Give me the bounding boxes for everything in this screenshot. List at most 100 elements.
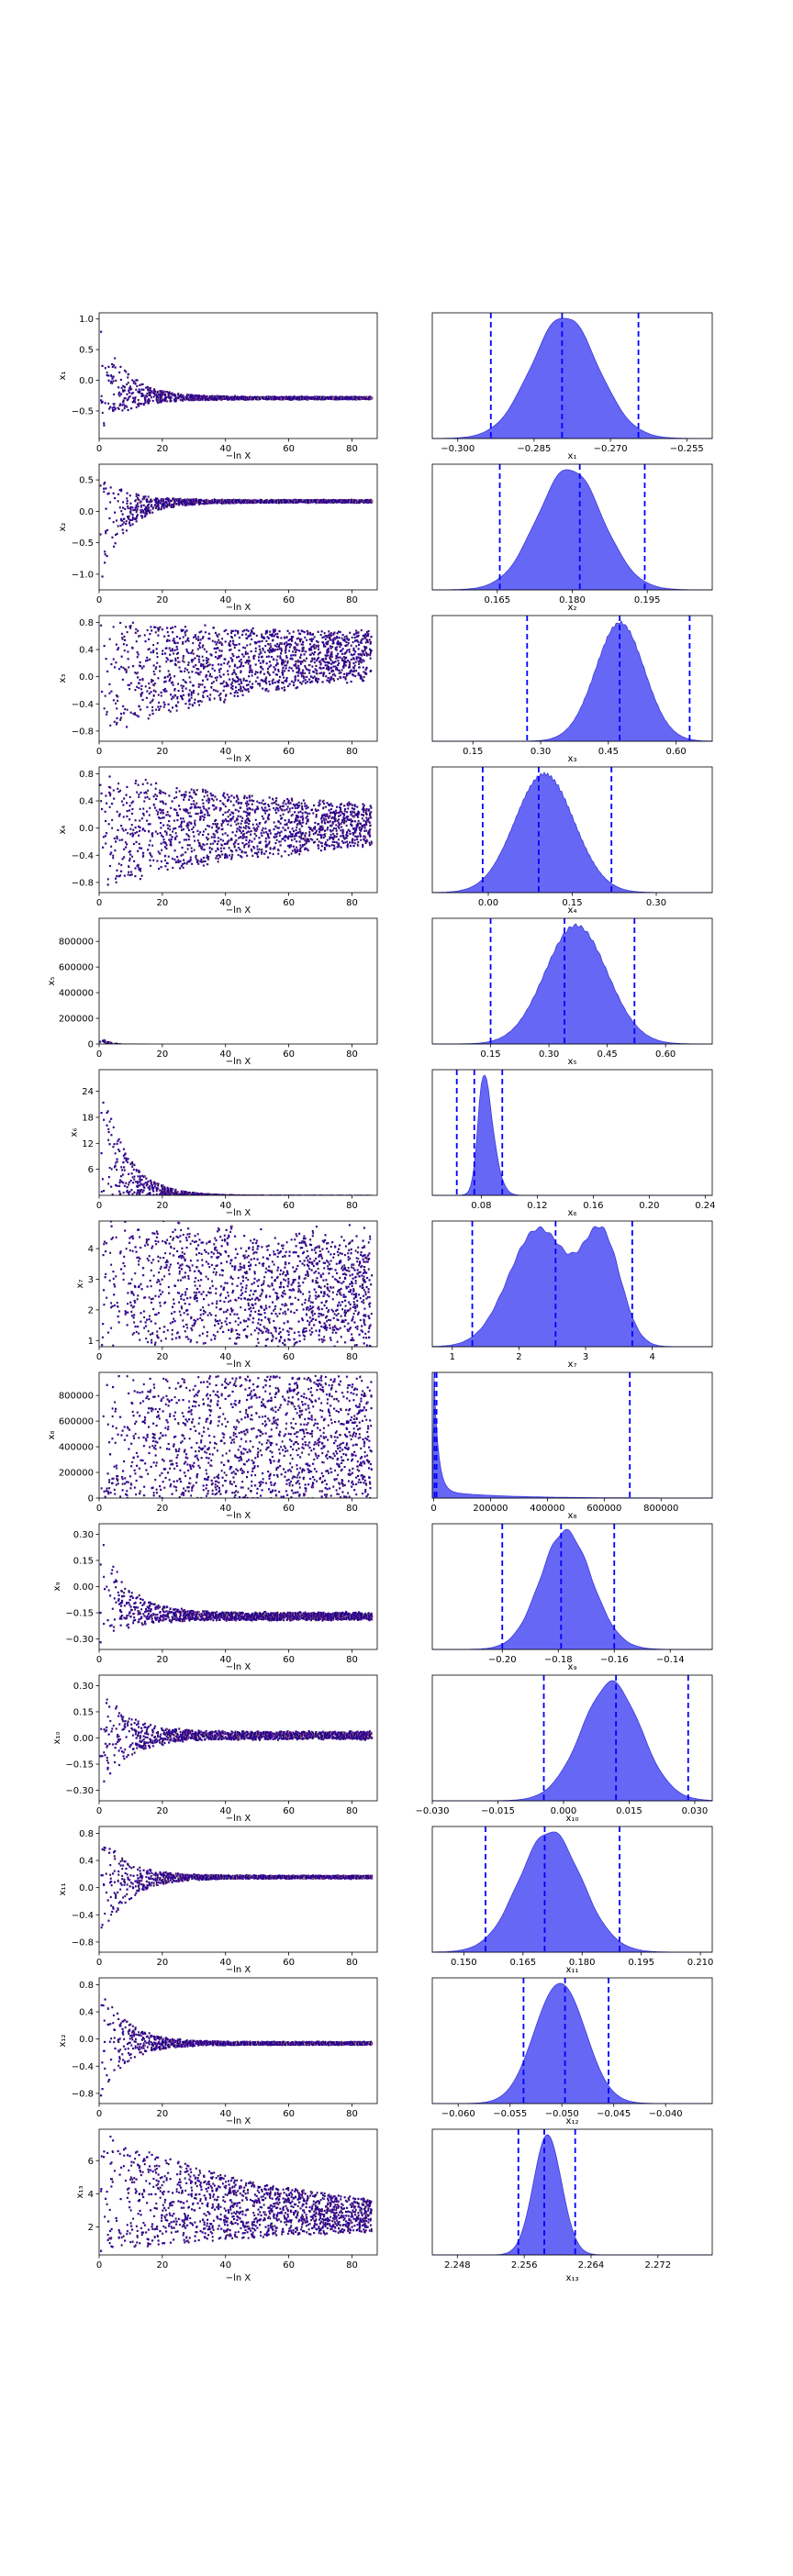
trace-point xyxy=(301,661,304,663)
trace-point xyxy=(131,621,135,624)
trace-point xyxy=(342,396,345,399)
trace-point xyxy=(226,396,229,399)
trace-point xyxy=(275,499,278,503)
trace-point xyxy=(165,831,168,834)
trace-point xyxy=(121,827,124,830)
trace-point xyxy=(294,396,296,399)
trace-point xyxy=(123,650,126,652)
trace-point xyxy=(298,650,301,652)
trace-point xyxy=(145,386,148,389)
trace-point xyxy=(352,673,354,676)
trace-point xyxy=(164,846,167,849)
density-xtick-label: 0.180 xyxy=(559,595,586,605)
trace-point xyxy=(134,689,137,692)
trace-point xyxy=(180,824,183,827)
trace-point xyxy=(143,397,147,400)
trace-point xyxy=(126,405,128,408)
trace-point xyxy=(181,698,184,701)
trace-point xyxy=(166,675,170,678)
trace-point xyxy=(109,405,112,408)
trace-point xyxy=(341,811,343,814)
trace-point xyxy=(244,647,247,650)
trace-point xyxy=(356,822,359,825)
trace-point xyxy=(155,648,158,650)
trace-point xyxy=(237,499,240,502)
trace-point xyxy=(337,664,340,667)
trace-point xyxy=(106,670,109,672)
trace-point xyxy=(218,656,221,659)
trace-point xyxy=(286,643,289,646)
trace-point xyxy=(146,400,149,403)
trace-point xyxy=(282,666,285,669)
trace-xtick-label: 60 xyxy=(283,747,295,757)
trace-point xyxy=(346,682,349,684)
trace-point xyxy=(153,388,156,391)
trace-point xyxy=(119,525,122,527)
trace-point xyxy=(274,398,277,401)
trace-point xyxy=(175,791,178,794)
trace-point xyxy=(223,685,226,688)
trace-point xyxy=(273,666,275,669)
trace-point xyxy=(345,824,348,827)
trace-point xyxy=(272,678,274,681)
trace-xtick-label: 40 xyxy=(219,595,231,605)
trace-point xyxy=(119,718,122,721)
trace-point xyxy=(140,515,143,517)
trace-point xyxy=(135,511,138,514)
trace-point xyxy=(165,500,168,503)
trace-point xyxy=(322,660,325,662)
trace-point xyxy=(318,396,321,399)
trace-point xyxy=(162,701,165,704)
trace-point xyxy=(335,812,339,815)
trace-point xyxy=(108,805,111,808)
trace-point xyxy=(100,394,103,397)
trace-point xyxy=(170,694,173,696)
trace-point xyxy=(341,501,344,504)
trace-point xyxy=(104,367,106,370)
trace-point xyxy=(218,855,222,859)
trace-point xyxy=(349,670,352,672)
trace-point xyxy=(195,654,199,657)
trace-point xyxy=(318,678,320,681)
trace-point xyxy=(201,655,204,658)
trace-point xyxy=(327,676,329,680)
trace-samples xyxy=(99,775,374,886)
trace-point xyxy=(184,667,187,670)
trace-point xyxy=(170,504,173,506)
trace-point xyxy=(350,658,352,661)
trace-point xyxy=(256,676,259,679)
trace-point xyxy=(228,643,230,647)
trace-point xyxy=(126,644,128,647)
trace-point xyxy=(304,839,307,842)
trace-point xyxy=(325,657,328,660)
trace-point xyxy=(362,846,364,849)
trace-point xyxy=(112,380,115,383)
trace-point xyxy=(270,645,273,648)
trace-point xyxy=(157,501,160,504)
trace-point xyxy=(132,713,135,716)
trace-point xyxy=(135,672,138,675)
trace-point xyxy=(197,683,200,685)
trace-point xyxy=(142,404,146,406)
trace-point xyxy=(302,650,305,652)
trace-point xyxy=(337,499,340,502)
trace-point xyxy=(290,821,293,824)
trace-point xyxy=(329,501,331,504)
trace-point xyxy=(242,685,245,688)
trace-point xyxy=(298,397,301,400)
trace-point xyxy=(165,647,168,650)
trace-point xyxy=(255,808,258,811)
trace-point xyxy=(140,694,142,697)
trace-point xyxy=(207,398,209,401)
trace-point xyxy=(204,399,207,402)
trace-point xyxy=(296,661,298,663)
density-xtick-label: 0.165 xyxy=(484,595,510,605)
trace-point xyxy=(205,675,207,678)
trace-point xyxy=(247,629,250,632)
trace-point xyxy=(262,803,265,805)
trace-point xyxy=(166,505,169,507)
trace-point xyxy=(370,636,373,638)
trace-point xyxy=(356,501,359,504)
trace-point xyxy=(104,402,106,405)
trace-ytick-label: 0.8 xyxy=(79,618,94,628)
